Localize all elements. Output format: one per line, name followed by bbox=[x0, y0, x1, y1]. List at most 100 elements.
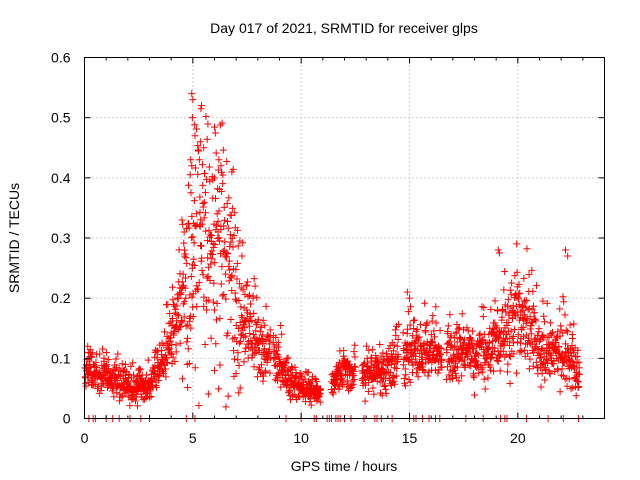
data-point bbox=[543, 299, 551, 307]
data-point bbox=[275, 343, 283, 351]
data-point bbox=[404, 308, 412, 316]
data-point bbox=[575, 378, 583, 386]
data-point bbox=[162, 373, 170, 381]
data-point bbox=[175, 312, 183, 320]
data-point bbox=[188, 293, 196, 301]
data-point bbox=[211, 194, 219, 202]
data-point bbox=[519, 307, 527, 315]
data-point bbox=[147, 392, 155, 400]
data-point bbox=[252, 327, 260, 335]
x-tick-label: 5 bbox=[189, 430, 197, 446]
data-point bbox=[250, 275, 258, 283]
data-point bbox=[546, 350, 554, 358]
data-point bbox=[346, 385, 354, 393]
data-point bbox=[250, 309, 258, 317]
data-point bbox=[207, 231, 215, 239]
data-point bbox=[525, 270, 533, 278]
data-point bbox=[369, 384, 377, 392]
data-point bbox=[259, 316, 267, 324]
data-point bbox=[414, 336, 422, 344]
data-point bbox=[221, 238, 229, 246]
data-point bbox=[234, 242, 242, 250]
data-point bbox=[413, 325, 421, 333]
data-point bbox=[332, 379, 340, 387]
data-point bbox=[445, 371, 453, 379]
data-point bbox=[114, 350, 122, 358]
data-point bbox=[178, 375, 186, 383]
data-point bbox=[470, 373, 478, 381]
data-point bbox=[199, 181, 207, 189]
data-point bbox=[350, 375, 358, 383]
data-point bbox=[261, 321, 269, 329]
data-point bbox=[494, 246, 502, 254]
data-point bbox=[350, 348, 358, 356]
data-point bbox=[200, 214, 208, 222]
data-point bbox=[282, 359, 290, 367]
data-point bbox=[277, 383, 285, 391]
data-points bbox=[81, 90, 584, 422]
data-point bbox=[423, 319, 431, 327]
data-point bbox=[531, 336, 539, 344]
data-point bbox=[161, 328, 169, 336]
data-point bbox=[231, 289, 239, 297]
data-point bbox=[486, 363, 494, 371]
data-point bbox=[248, 316, 256, 324]
data-point bbox=[502, 308, 510, 316]
data-point bbox=[236, 384, 244, 392]
data-point bbox=[553, 355, 561, 363]
data-point bbox=[181, 250, 189, 258]
data-point bbox=[194, 142, 202, 150]
data-point bbox=[424, 372, 432, 380]
data-point bbox=[528, 340, 536, 348]
data-point bbox=[226, 266, 234, 274]
data-point bbox=[526, 355, 534, 363]
data-point bbox=[574, 383, 582, 391]
data-point bbox=[313, 377, 321, 385]
data-point bbox=[539, 297, 547, 305]
data-point bbox=[112, 355, 120, 363]
data-point bbox=[390, 341, 398, 349]
x-tick-label: 20 bbox=[510, 430, 526, 446]
data-point bbox=[261, 367, 269, 375]
data-point bbox=[413, 369, 421, 377]
data-point bbox=[475, 331, 483, 339]
data-point bbox=[445, 338, 453, 346]
data-point bbox=[420, 339, 428, 347]
data-point bbox=[198, 102, 205, 110]
y-tick-label: 0.3 bbox=[51, 230, 71, 246]
data-point bbox=[375, 359, 383, 367]
data-point bbox=[491, 344, 499, 352]
data-point bbox=[237, 303, 245, 311]
data-point bbox=[572, 392, 580, 400]
data-point bbox=[234, 356, 242, 364]
data-point bbox=[432, 303, 440, 311]
data-point bbox=[177, 317, 185, 325]
data-point bbox=[568, 358, 576, 366]
data-point bbox=[311, 374, 319, 382]
data-point bbox=[133, 402, 141, 410]
data-point bbox=[364, 388, 372, 396]
data-point bbox=[251, 282, 259, 290]
data-point bbox=[265, 349, 273, 357]
axis-ticks: 0 5 10 15 20 0 0.1 0.2 0.3 0.4 0.5 0.6 bbox=[51, 50, 605, 446]
data-point bbox=[413, 346, 421, 354]
data-point bbox=[187, 324, 195, 332]
data-point bbox=[206, 277, 214, 285]
data-point bbox=[167, 350, 175, 358]
data-point bbox=[568, 334, 576, 342]
data-point bbox=[561, 340, 569, 348]
data-point bbox=[220, 222, 228, 230]
data-point bbox=[115, 397, 123, 405]
data-point bbox=[514, 331, 522, 339]
data-point bbox=[515, 290, 523, 298]
data-point bbox=[198, 220, 206, 228]
data-point bbox=[283, 355, 291, 363]
data-point bbox=[412, 352, 420, 360]
data-point bbox=[243, 306, 251, 314]
data-point bbox=[509, 302, 517, 310]
data-point bbox=[228, 204, 236, 212]
data-point bbox=[234, 349, 242, 357]
data-point bbox=[219, 146, 227, 154]
data-point bbox=[403, 325, 411, 333]
data-point bbox=[222, 270, 230, 278]
